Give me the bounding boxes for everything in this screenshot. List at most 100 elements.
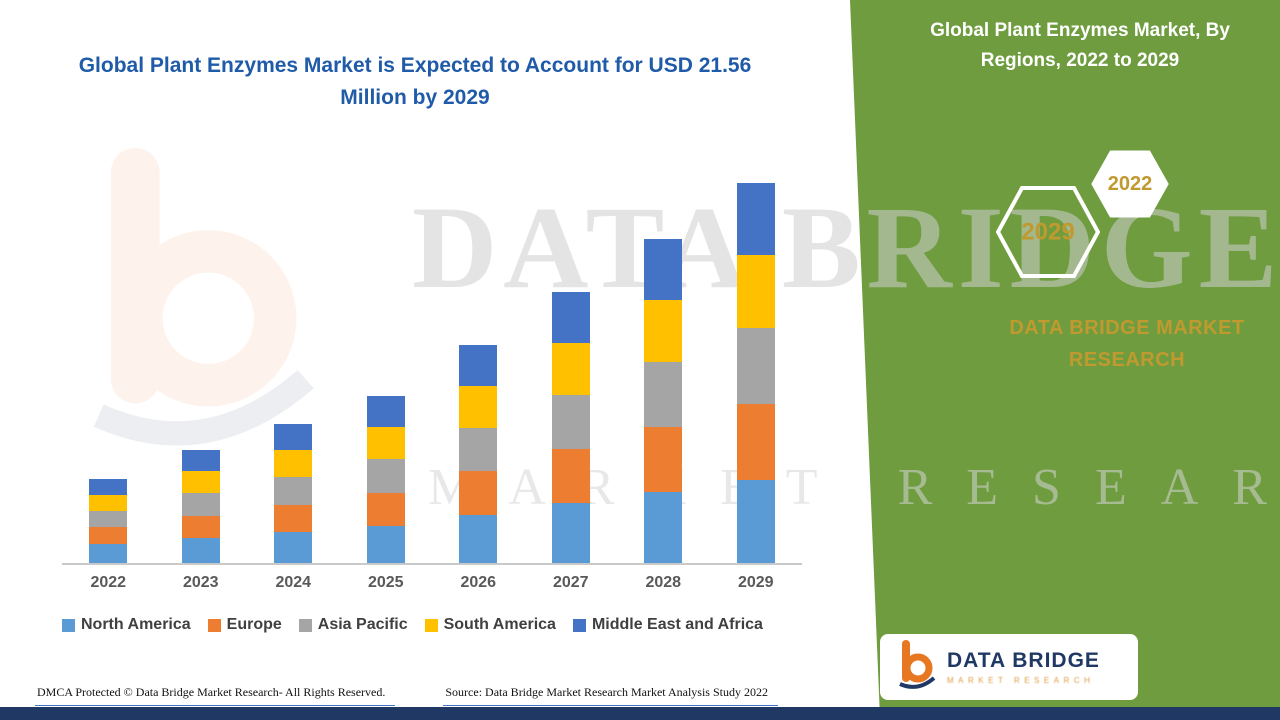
segment-2029-north-america (736, 479, 775, 563)
dmca-notice: DMCA Protected © Data Bridge Market Rese… (35, 685, 396, 706)
bar-2024 (274, 423, 313, 563)
hexagon-2022: 2022 (1091, 150, 1169, 223)
segment-2023-europe (181, 515, 220, 539)
segment-2027-south-america (551, 343, 590, 395)
segment-2023-middle-east-and-africa (181, 450, 220, 472)
segment-2028-europe (644, 426, 683, 492)
segment-2028-middle-east-and-africa (644, 238, 683, 301)
bar-slot-2029 (710, 170, 803, 563)
bar-2028 (644, 238, 683, 563)
brand-wordmark: DATA BRIDGE MARKET RESEARCH (1009, 317, 1245, 371)
segment-2025-asia-pacific (366, 459, 405, 493)
segment-2026-europe (459, 471, 498, 515)
segment-2022-north-america (89, 544, 128, 563)
segment-2022-asia-pacific (89, 510, 128, 528)
x-label-2027: 2027 (552, 574, 589, 591)
segment-2022-south-america (89, 494, 128, 511)
bar-2029 (736, 182, 775, 563)
bar-2027 (551, 291, 590, 563)
chart-title: Global Plant Enzymes Market is Expected … (78, 54, 752, 109)
bar-slot-2027 (525, 170, 618, 563)
x-label-2028: 2028 (645, 574, 682, 591)
logo-text-wrap: DATA BRIDGE MARKET RESEARCH (947, 649, 1100, 685)
segment-2022-europe (89, 527, 128, 545)
segment-2024-asia-pacific (274, 476, 313, 505)
segment-2024-middle-east-and-africa (274, 423, 313, 451)
x-label-2029: 2029 (737, 574, 774, 591)
segment-2026-north-america (459, 514, 498, 563)
bar-2025 (366, 395, 405, 563)
segment-2026-south-america (459, 385, 498, 428)
legend-swatch-middle-east-and-africa (572, 618, 586, 632)
hexagon-2029: 2029 (995, 186, 1101, 283)
segment-2027-middle-east-and-africa (551, 291, 590, 344)
segment-2027-europe (551, 449, 590, 504)
green-side-panel (850, 0, 1280, 720)
segment-2029-south-america (736, 255, 775, 328)
hexagon-2029-label: 2029 (1021, 219, 1074, 246)
bar-slot-2026 (432, 170, 525, 563)
segment-2022-middle-east-and-africa (89, 478, 128, 495)
segment-2029-europe (736, 403, 775, 480)
segment-2025-south-america (366, 427, 405, 460)
x-label-2024: 2024 (275, 574, 312, 591)
legend-label-middle-east-and-africa: Middle East and Africa (591, 616, 763, 633)
segment-2029-middle-east-and-africa (736, 182, 775, 256)
bar-slot-2022 (62, 170, 155, 563)
segment-2024-south-america (274, 450, 313, 477)
bar-slot-2025 (340, 170, 433, 563)
legend-label-north-america: North America (81, 616, 191, 633)
bar-slot-2024 (247, 170, 340, 563)
segment-2024-north-america (274, 532, 313, 563)
x-label-2022: 2022 (90, 574, 127, 591)
segment-2027-north-america (551, 503, 590, 563)
stacked-bar-chart (62, 170, 802, 565)
segment-2024-europe (274, 504, 313, 533)
legend-swatch-north-america (62, 618, 75, 632)
legend-swatch-asia-pacific (298, 618, 312, 632)
data-bridge-logo-icon (892, 639, 938, 695)
segment-2023-south-america (181, 471, 220, 493)
legend-label-europe: Europe (226, 616, 282, 633)
segment-2026-asia-pacific (459, 427, 498, 472)
logo-tagline: MARKET RESEARCH (947, 676, 1095, 685)
legend-label-asia-pacific: Asia Pacific (317, 616, 408, 633)
legend-swatch-europe (207, 618, 221, 632)
segment-2025-north-america (366, 526, 405, 563)
chart-legend: North America Europe Asia Pacific South Ame… (62, 616, 763, 634)
hexagon-2022-label: 2022 (1108, 173, 1153, 195)
footer: DMCA Protected © Data Bridge Market Rese… (35, 685, 778, 706)
segment-2026-middle-east-and-africa (459, 344, 498, 386)
segment-2028-north-america (644, 491, 683, 563)
x-label-2023: 2023 (182, 574, 219, 591)
legend-item-middle-east-and-africa: Middle East and Africa (572, 616, 763, 634)
legend-swatch-south-america (424, 618, 438, 632)
bar-slot-2023 (155, 170, 248, 563)
segment-2025-europe (366, 492, 405, 527)
segment-2025-middle-east-and-africa (366, 395, 405, 428)
segment-2027-asia-pacific (551, 394, 590, 450)
bar-2022 (89, 478, 128, 563)
legend-label-south-america: South America (443, 616, 556, 633)
legend-item-europe: Europe (207, 616, 282, 634)
bottom-navy-strip (0, 707, 1280, 720)
legend-item-north-america: North America (62, 616, 191, 634)
segment-2029-asia-pacific (736, 327, 775, 404)
segment-2023-north-america (181, 538, 220, 563)
legend-item-south-america: South America (424, 616, 556, 634)
x-label-2025: 2025 (367, 574, 404, 591)
panel-title: Global Plant Enzymes Market, By Regions,… (930, 20, 1230, 72)
segment-2028-asia-pacific (644, 361, 683, 427)
bar-2026 (459, 344, 498, 563)
segment-2023-asia-pacific (181, 492, 220, 516)
source-note: Source: Data Bridge Market Research Mark… (443, 685, 778, 706)
segment-2028-south-america (644, 300, 683, 362)
bar-slot-2028 (617, 170, 710, 563)
bar-2023 (181, 450, 220, 563)
logo-box: DATA BRIDGE MARKET RESEARCH (880, 634, 1138, 700)
legend-item-asia-pacific: Asia Pacific (298, 616, 408, 634)
logo-name: DATA BRIDGE (947, 649, 1100, 672)
x-label-2026: 2026 (460, 574, 497, 591)
x-axis-labels: 2022 2023 2024 2025 2026 2027 2028 2029 (62, 574, 802, 592)
